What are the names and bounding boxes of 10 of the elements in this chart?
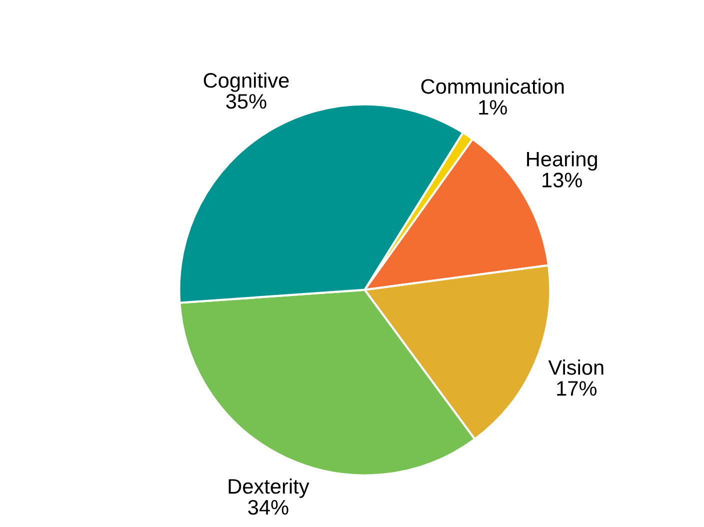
slice-label: Dexterity (228, 478, 310, 498)
data-label: 1% (479, 100, 507, 115)
slice-label: Communication (421, 78, 564, 94)
slice-label: Hearing (527, 151, 597, 171)
data-label: 34% (248, 500, 288, 515)
data-label: 13% (542, 172, 582, 188)
slice-label: Cognitive (204, 72, 289, 92)
slice-label: Vision (548, 360, 604, 375)
data-label: 35% (226, 94, 266, 109)
data-label: 17% (557, 381, 597, 396)
